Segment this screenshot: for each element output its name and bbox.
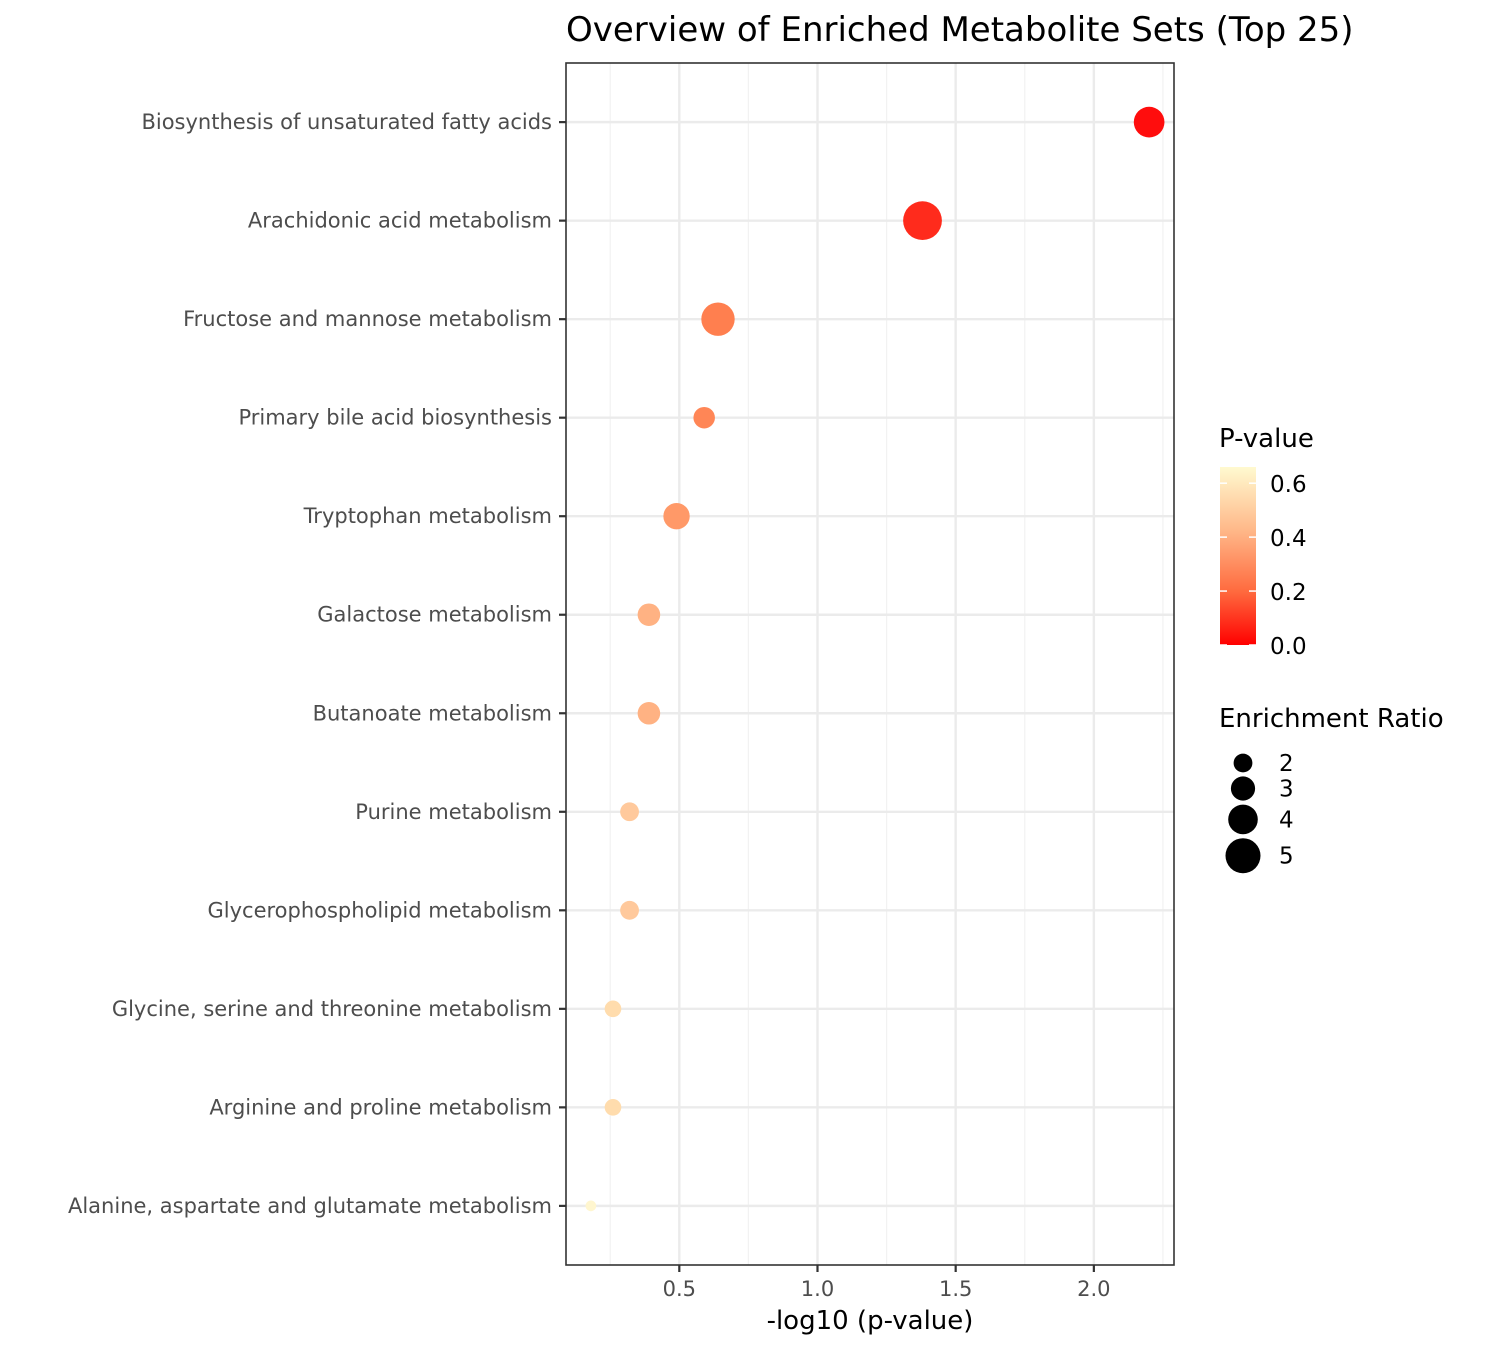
data-point [1133,106,1165,138]
data-point [604,1099,622,1116]
size-legend-dot [1230,776,1256,801]
y-tick-label: Alanine, aspartate and glutamate metabol… [68,1194,552,1218]
colorbar-label: 0.2 [1270,580,1307,606]
x-tick-label: 2.0 [1077,1277,1110,1301]
colorbar-label: 0.6 [1270,472,1307,498]
y-tick-label: Tryptophan metabolism [303,504,552,528]
y-axis: Biosynthesis of unsaturated fatty acids A… [68,110,566,1218]
size-legend-label: 5 [1279,844,1294,870]
colorbar-label: 0.0 [1270,634,1307,660]
plot-panel-border [565,62,1175,1266]
data-points [585,106,1165,1212]
chart-title: Overview of Enriched Metabolite Sets (To… [566,10,1354,50]
x-tick-label: 1.0 [801,1277,834,1301]
y-tick-label: Arachidonic acid metabolism [248,209,552,233]
data-point [701,302,735,336]
x-tick-label: 0.5 [663,1277,696,1301]
x-axis: 0.5 1.0 1.5 2.0 [663,1265,1111,1301]
x-axis-title: -log10 (p-value) [767,1306,974,1336]
colorbar-label: 0.4 [1270,526,1307,552]
data-point [637,701,661,725]
data-point [620,802,639,822]
y-tick-label: Purine metabolism [355,800,552,824]
y-tick-label: Glycine, serine and threonine metabolism [112,997,552,1021]
y-tick-label: Biosynthesis of unsaturated fatty acids [141,110,552,134]
y-tick-label: Galactose metabolism [317,603,552,627]
data-point [693,406,715,429]
pvalue-legend: P-value 0.0 0.2 0.4 0.6 [1219,424,1314,660]
size-legend-label: 2 [1279,751,1294,777]
x-tick-label: 1.5 [939,1277,972,1301]
size-legend-dot [1228,804,1258,835]
size-legend-dot [1225,838,1261,874]
data-point [637,603,661,627]
enrichment-ratio-legend: Enrichment Ratio 23 4 5 [1219,704,1444,874]
data-point [585,1200,597,1212]
data-point [903,201,942,241]
y-tick-label: Fructose and mannose metabolism [183,307,552,331]
data-point [620,900,639,920]
data-point [663,503,690,530]
y-tick-label: Butanoate metabolism [313,701,552,725]
data-point [604,1000,622,1018]
size-legend-label: 4 [1279,807,1294,833]
pvalue-legend-title: P-value [1219,424,1314,454]
enrichment-ratio-legend-title: Enrichment Ratio [1219,704,1444,734]
y-tick-label: Arginine and proline metabolism [209,1095,552,1119]
y-tick-label: Primary bile acid biosynthesis [238,406,552,430]
size-legend-dot [1233,753,1253,773]
plot-grid [566,63,1174,1265]
y-tick-label: Glycerophospholipid metabolism [207,898,552,922]
size-legend-label: 3 [1279,777,1294,803]
pvalue-colorbar [1220,467,1256,645]
